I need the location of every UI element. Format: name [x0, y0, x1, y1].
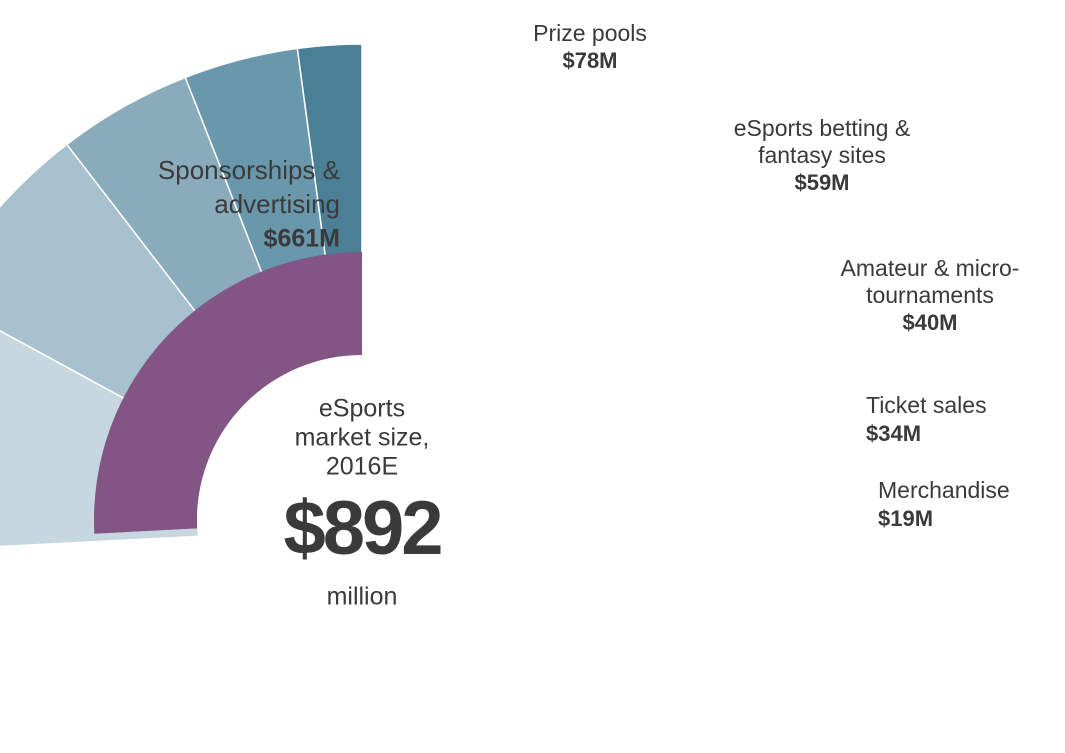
- center-unit: million: [327, 583, 398, 611]
- category-label: fantasy sites: [758, 142, 886, 168]
- share-label: 9%: [430, 87, 525, 161]
- category-label: Amateur & micro-: [841, 255, 1020, 281]
- share-label: 4%: [722, 308, 783, 355]
- category-label: Merchandise: [878, 477, 1010, 503]
- center-text: market size,: [295, 424, 430, 452]
- value-label: $19M: [878, 506, 933, 531]
- share-label: 4%: [768, 416, 807, 446]
- share-label: 2%: [779, 490, 817, 520]
- share-label: 7%: [617, 186, 707, 255]
- center-total: $892: [283, 486, 441, 571]
- center-text: 2016E: [326, 453, 398, 481]
- value-label: $34M: [866, 421, 921, 446]
- value-label: $661M: [264, 225, 340, 253]
- value-label: $40M: [902, 310, 957, 335]
- category-label: tournaments: [866, 282, 994, 308]
- category-label: eSports betting &: [734, 115, 910, 141]
- value-label: $59M: [794, 170, 849, 195]
- donut-slice: [94, 252, 362, 534]
- value-label: $78M: [562, 48, 617, 73]
- center-text: eSports: [319, 395, 405, 423]
- category-label: advertising: [214, 189, 340, 219]
- category-label: Ticket sales: [866, 392, 987, 418]
- category-label: Sponsorships &: [158, 155, 340, 185]
- category-label: Prize pools: [533, 20, 647, 46]
- center-disc: [197, 355, 527, 685]
